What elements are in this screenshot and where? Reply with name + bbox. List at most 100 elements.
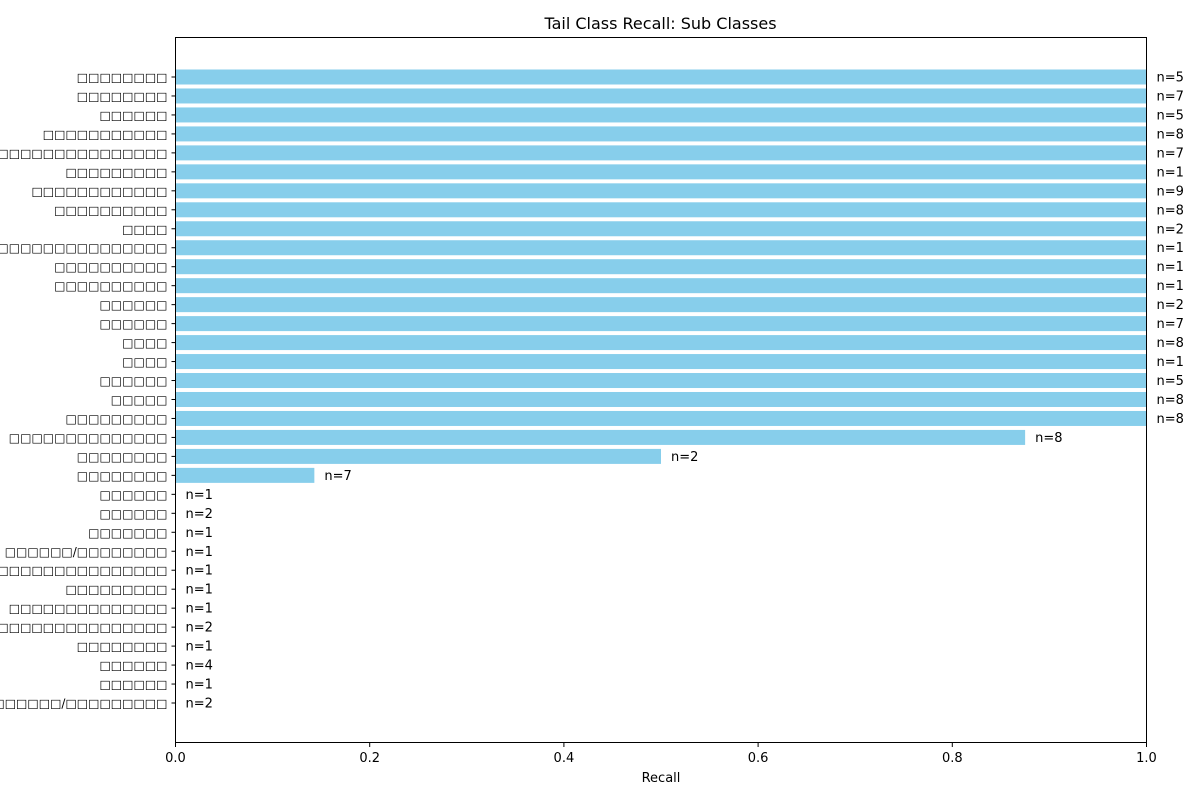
bar	[175, 107, 1147, 123]
y-tick-label: □□□□□□	[99, 298, 167, 312]
bar	[175, 391, 1147, 407]
bar	[175, 164, 1147, 180]
x-tick-label: 1.0	[1136, 751, 1157, 766]
bar-annotation: n=8	[1157, 203, 1184, 218]
bar-annotation: n=2	[186, 621, 213, 636]
y-tick-label: □□□□	[122, 336, 167, 350]
y-tick-label: □□□□□□□□	[77, 469, 168, 483]
plot-frame	[175, 37, 1147, 743]
x-tick-label: 0.4	[554, 751, 575, 766]
y-tick-label: □□□□□□	[99, 317, 167, 331]
bar-annotation: n=1	[186, 678, 213, 693]
y-tick-label: □□□□□□□□□□□□□□□	[0, 241, 168, 255]
y-tick-label: □□□□□□	[99, 678, 167, 692]
bar-annotation: n=1	[186, 564, 213, 579]
y-tick-label: □□□□□□□□□□□□□□□□□□	[0, 146, 168, 160]
bar-annotation: n=8	[1035, 431, 1062, 446]
x-tick-label: 0.6	[748, 751, 769, 766]
y-tick-label: □□□□□□□□	[77, 89, 168, 103]
y-tick-label: □□□□□□□□	[77, 71, 168, 85]
bar-annotation: n=7	[1157, 89, 1184, 104]
y-tick-label: □□□□□□/□□□□□□□□□	[0, 697, 168, 711]
y-tick-label: □□□□□□	[99, 507, 167, 521]
y-tick-label: □□□□□□□□□□□□□□	[9, 431, 168, 445]
annotations-layer: n=5 n=7 n=5 n=8 n=7 n=1 n=9 n=8 n=2 n=1 n=1 n=1 n=2 n…	[186, 71, 1184, 712]
bar-annotation: n=5	[1157, 108, 1184, 123]
y-tick-labels: □□□□□□□□□□□□□□□□□□□□□□□□□□□□□□□□□ □□□□□□□…	[0, 71, 176, 711]
bar	[175, 335, 1147, 351]
y-tick-label: □□□□□□□□□□□	[43, 127, 168, 141]
bar-annotation: n=1	[186, 640, 213, 655]
x-axis-label: Recall	[642, 771, 681, 786]
bar	[175, 259, 1147, 275]
x-tick-label: 0.8	[942, 751, 963, 766]
y-tick-label: □□□□□□□□□□□□	[31, 184, 167, 198]
bar	[175, 240, 1147, 256]
bar-annotation: n=7	[1157, 146, 1184, 161]
bar	[175, 373, 1147, 389]
y-tick-label: □□□□□□	[99, 374, 167, 388]
bar-annotation: n=1	[186, 545, 213, 560]
x-axis: 0.0 0.2 0.4 0.6 0.8 1.0	[165, 742, 1157, 766]
y-tick-label: □□□□□□□□□□□□□□	[9, 602, 168, 616]
y-tick-label: □□□□□□□□□	[65, 412, 167, 426]
bar	[175, 316, 1147, 332]
bar-annotation: n=1	[1157, 260, 1184, 275]
y-tick-label: □□□□□□□□□□□□□□□	[0, 621, 168, 635]
bar-annotation: n=1	[1157, 241, 1184, 256]
y-tick-label: □□□□□□/□□□□□□□□	[5, 545, 168, 559]
y-tick-label: □□□□	[122, 222, 167, 236]
bar	[175, 88, 1147, 104]
bar-annotation: n=1	[186, 583, 213, 598]
bar-annotation: n=2	[186, 697, 213, 712]
bar-annotation: n=2	[1157, 298, 1184, 313]
bar	[175, 69, 1147, 85]
bars-layer	[175, 69, 1147, 483]
bar-annotation: n=5	[1157, 374, 1184, 389]
y-tick-label: □□□□□□	[99, 488, 167, 502]
bar	[175, 145, 1147, 161]
bar	[175, 278, 1147, 294]
bar-annotation: n=8	[1157, 412, 1184, 427]
bar-annotation: n=1	[1157, 355, 1184, 370]
y-tick-label: □□□□□□□□	[77, 640, 168, 654]
y-tick-label: □□□□□□□□□□	[54, 203, 167, 217]
bar-annotation: n=2	[1157, 222, 1184, 237]
y-tick-label: □□□□□□□□□□	[54, 279, 167, 293]
bar-annotation: n=7	[324, 469, 351, 484]
bar	[175, 410, 1147, 426]
bar	[175, 354, 1147, 370]
bar	[175, 297, 1147, 313]
bar	[175, 467, 315, 483]
bar	[175, 126, 1147, 142]
bar	[175, 448, 661, 464]
bar	[175, 429, 1026, 445]
bar	[175, 183, 1147, 199]
y-tick-label: □□□□□	[111, 393, 168, 407]
bar-annotation: n=8	[1157, 127, 1184, 142]
x-tick-label: 0.2	[359, 751, 380, 766]
chart-title: Tail Class Recall: Sub Classes	[543, 14, 776, 33]
bar-annotation: n=7	[1157, 317, 1184, 332]
y-tick-label: □□□□	[122, 355, 167, 369]
bar-annotation: n=5	[1157, 71, 1184, 86]
bar-annotation: n=1	[1157, 279, 1184, 294]
bar-annotation: n=2	[186, 507, 213, 522]
bar-annotation: n=9	[1157, 184, 1184, 199]
y-tick-label: □□□□□□□□□	[65, 583, 167, 597]
y-tick-label: □□□□□□□□□	[65, 165, 167, 179]
bar-annotation: n=1	[186, 602, 213, 617]
y-tick-label: □□□□□□	[99, 108, 167, 122]
bar	[175, 221, 1147, 237]
y-tick-label: □□□□□□□□□□	[54, 260, 167, 274]
y-tick-label: □□□□□□□□	[77, 450, 168, 464]
bar-annotation: n=4	[186, 659, 213, 674]
bar-annotation: n=8	[1157, 393, 1184, 408]
bar-annotation: n=1	[1157, 165, 1184, 180]
bar-annotation: n=8	[1157, 336, 1184, 351]
y-tick-label: □□□□□□□	[88, 526, 167, 540]
x-tick-label: 0.0	[165, 751, 186, 766]
bar	[175, 202, 1147, 218]
bar-annotation: n=1	[186, 526, 213, 541]
